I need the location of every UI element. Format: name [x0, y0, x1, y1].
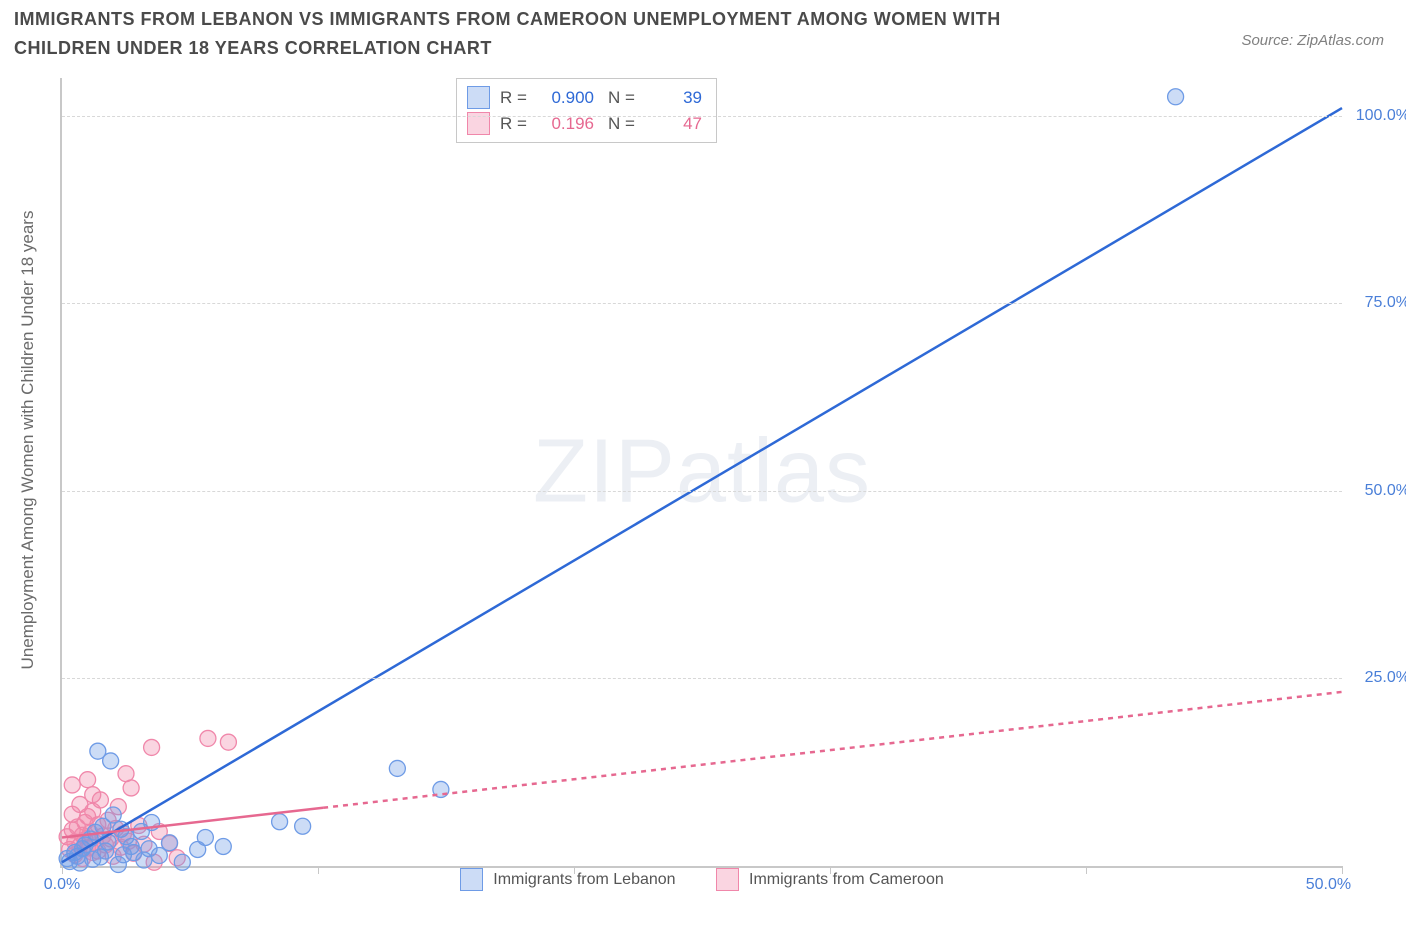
- n-value-lebanon: 39: [640, 85, 702, 111]
- x-tick: [830, 866, 831, 874]
- n-value-cameroon: 47: [640, 111, 702, 137]
- legend-item-lebanon: Immigrants from Lebanon: [460, 868, 675, 891]
- legend-swatch-cameroon: [716, 868, 739, 891]
- stats-row-lebanon: R = 0.900 N = 39: [467, 85, 702, 111]
- x-tick: [318, 866, 319, 874]
- y-tick-label: 25.0%: [1365, 669, 1406, 687]
- x-tick: [1086, 866, 1087, 874]
- y-tick-label: 100.0%: [1356, 107, 1406, 125]
- stats-row-cameroon: R = 0.196 N = 47: [467, 111, 702, 137]
- legend-swatch-lebanon: [460, 868, 483, 891]
- legend-label-lebanon: Immigrants from Lebanon: [493, 871, 675, 889]
- legend-label-cameroon: Immigrants from Cameroon: [749, 871, 944, 889]
- x-tick-label: 50.0%: [1306, 876, 1351, 894]
- chart-plot-area: ZIPatlas R = 0.900 N = 39 R = 0.196 N = …: [60, 78, 1342, 868]
- y-axis-label: Unemployment Among Women with Children U…: [18, 130, 38, 750]
- x-tick: [62, 866, 63, 874]
- x-tick-label: 0.0%: [44, 876, 80, 894]
- chart-title: IMMIGRANTS FROM LEBANON VS IMMIGRANTS FR…: [14, 5, 1094, 63]
- r-value-cameroon: 0.196: [532, 111, 594, 137]
- source-attribution: Source: ZipAtlas.com: [1241, 32, 1384, 49]
- grid-line: [62, 491, 1342, 492]
- grid-line: [62, 303, 1342, 304]
- x-tick: [1342, 866, 1343, 874]
- legend-bottom: Immigrants from Lebanon Immigrants from …: [62, 868, 1342, 896]
- swatch-lebanon: [467, 86, 490, 109]
- y-tick-label: 50.0%: [1365, 482, 1406, 500]
- chart-svg: [62, 78, 1342, 866]
- x-tick: [574, 866, 575, 874]
- grid-line: [62, 678, 1342, 679]
- r-value-lebanon: 0.900: [532, 85, 594, 111]
- grid-line: [62, 116, 1342, 117]
- y-tick-label: 75.0%: [1365, 294, 1406, 312]
- correlation-stats-box: R = 0.900 N = 39 R = 0.196 N = 47: [456, 78, 717, 143]
